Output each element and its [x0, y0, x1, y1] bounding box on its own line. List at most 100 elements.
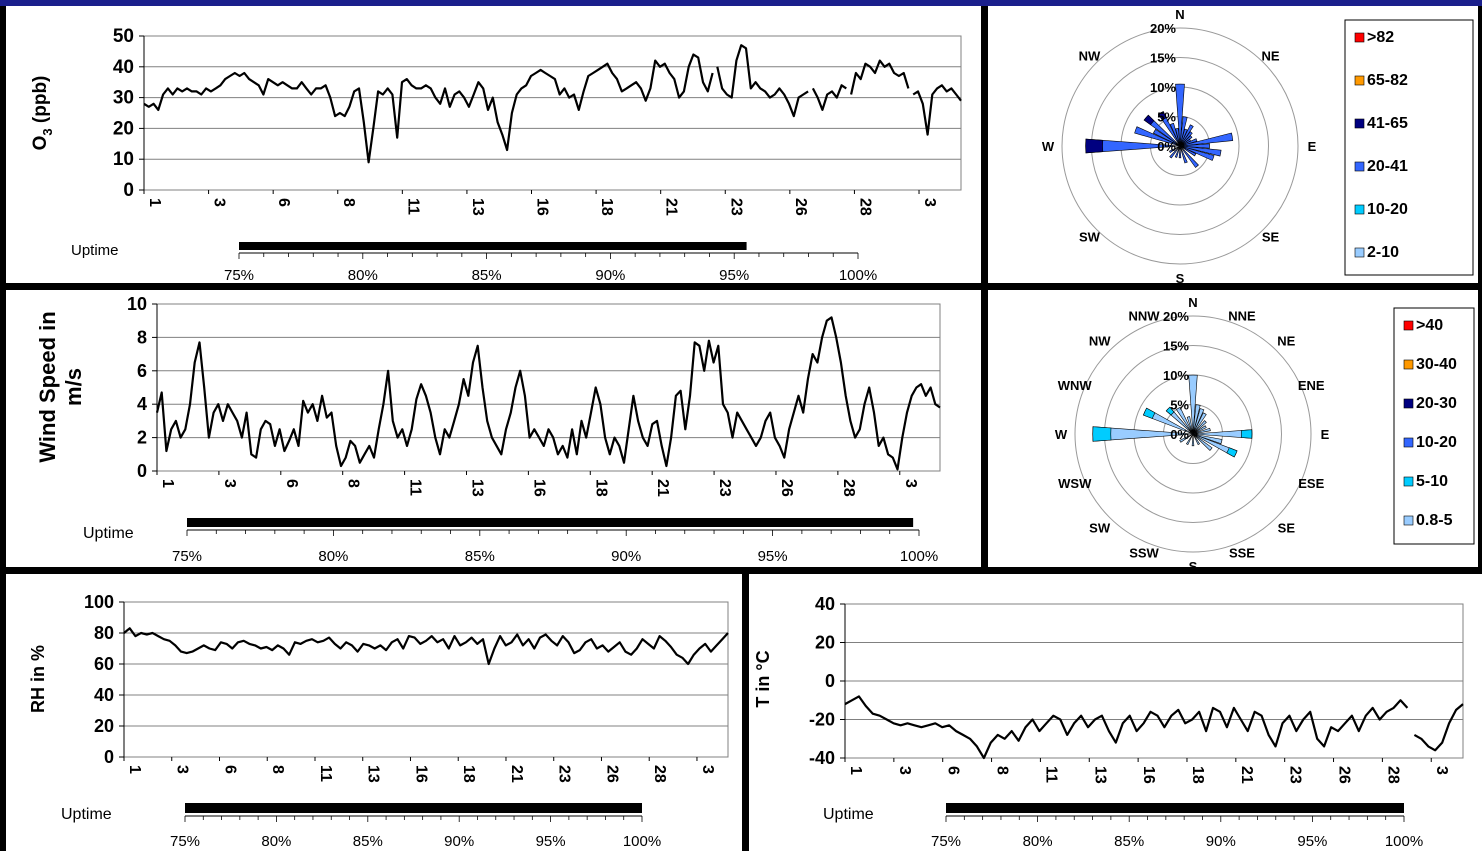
- uptime-tick-label: 100%: [839, 267, 877, 283]
- rose-direction-label: S: [1189, 559, 1198, 567]
- x-tick-label: 26: [1336, 766, 1353, 784]
- y-axis-label: RH in %: [28, 645, 48, 713]
- x-tick-label: 16: [534, 198, 551, 216]
- rose-sector: [1185, 433, 1194, 445]
- x-tick-label: 1: [146, 198, 163, 207]
- rose-sector: [1192, 412, 1207, 435]
- uptime-tick-label: 80%: [1023, 833, 1053, 850]
- rose-sector: [1175, 406, 1194, 435]
- uptime-tick-label: 75%: [224, 267, 254, 283]
- rose-ring-label: 5%: [1170, 398, 1189, 413]
- y-tick-label: -40: [809, 748, 835, 768]
- rose-sector: [1191, 433, 1195, 447]
- y-tick-label: 40: [113, 57, 134, 78]
- legend-label: 65-82: [1367, 72, 1408, 89]
- rose-sector: [1179, 131, 1193, 147]
- series-line: [143, 44, 962, 164]
- x-tick-label: 23: [1287, 766, 1304, 784]
- wind-speed-rose: 0% 5% 10% 15% 20%N NNE NE ENE E ESE SE SSE S SSW SW WSW…: [1055, 295, 1475, 567]
- x-tick-label: 8: [269, 765, 286, 774]
- uptime-tick-label: 100%: [900, 548, 938, 565]
- x-tick-label: 23: [556, 765, 573, 783]
- rose-direction-label: NNE: [1228, 309, 1256, 324]
- rose-direction-label: NE: [1277, 334, 1295, 349]
- uptime-bar: [187, 518, 914, 527]
- rose-sector-tip: [1143, 407, 1156, 419]
- rose-sector: [1192, 433, 1201, 445]
- legend-swatch: [1403, 515, 1414, 526]
- rose-sector: [1179, 145, 1197, 157]
- y-tick-label: 2: [137, 428, 147, 448]
- rose-direction-label: NW: [1089, 334, 1111, 349]
- series-line: [155, 316, 941, 471]
- uptime-label: Uptime: [83, 525, 134, 542]
- x-tick-label: 28: [856, 198, 873, 216]
- x-tick-label: 13: [468, 479, 485, 497]
- y-tick-label: 0: [123, 180, 134, 201]
- rose-direction-label: ENE: [1298, 378, 1325, 393]
- rose-sector: [1169, 122, 1181, 147]
- rose-sector-tip: [1226, 447, 1238, 458]
- y-tick-label: 40: [94, 685, 114, 705]
- x-tick-label: 11: [407, 479, 424, 496]
- x-tick-label: 8: [345, 479, 362, 488]
- rose-sector: [1169, 145, 1181, 154]
- uptime-tick-label: 85%: [465, 548, 495, 565]
- legend-label: 0.8-5: [1416, 512, 1453, 529]
- y-tick-label: 0: [104, 747, 114, 767]
- uptime-bar: [946, 803, 1404, 813]
- rose-sector: [1192, 408, 1205, 435]
- rose-sector-tip: [1092, 426, 1112, 442]
- uptime-tick-label: 90%: [595, 267, 625, 283]
- x-tick-label: 8: [340, 198, 357, 207]
- legend-swatch: [1403, 398, 1414, 409]
- rose-direction-label: SSW: [1129, 545, 1159, 560]
- uptime-tick-label: 80%: [348, 267, 378, 283]
- x-tick-label: 1: [126, 765, 143, 774]
- x-tick-label: 23: [727, 198, 744, 216]
- plot-area: [143, 35, 962, 191]
- legend-swatch: [1403, 437, 1414, 448]
- rose-sector: [1179, 138, 1198, 147]
- rose-sector: [1178, 145, 1182, 159]
- x-tick-label: 3: [221, 479, 238, 488]
- title-bar: [0, 0, 1482, 6]
- rose-sector: [1192, 433, 1213, 451]
- x-tick-label: 3: [902, 479, 919, 488]
- legend-swatch: [1354, 75, 1365, 86]
- y-tick-label: 20: [815, 633, 835, 653]
- uptime-bar: [185, 803, 642, 813]
- y-tick-label: 10: [113, 149, 134, 170]
- x-tick-label: 16: [530, 479, 547, 497]
- rose-sector: [1179, 145, 1199, 168]
- x-tick-label: 21: [654, 479, 671, 497]
- uptime-tick-label: 80%: [318, 548, 348, 565]
- rose-sector: [1179, 145, 1222, 157]
- uptime-label: Uptime: [71, 242, 119, 259]
- x-tick-label: 11: [404, 198, 421, 215]
- y-tick-label: 0: [825, 671, 835, 691]
- uptime-tick-label: 75%: [170, 833, 200, 850]
- x-tick-label: 26: [792, 198, 809, 216]
- rose-sector: [1179, 145, 1215, 161]
- legend-swatch: [1403, 320, 1414, 331]
- legend-label: >82: [1367, 29, 1394, 46]
- rose-sector: [1174, 145, 1181, 158]
- uptime-tick-label: 95%: [536, 833, 566, 850]
- rose-ring-label: 20%: [1163, 309, 1189, 324]
- rose-sector-tip: [1157, 111, 1167, 121]
- legend-swatch: [1403, 359, 1414, 370]
- x-tick-label: 1: [159, 479, 176, 488]
- legend-label: 30-40: [1416, 356, 1457, 373]
- rose-sector: [1179, 145, 1188, 164]
- y-tick-label: 20: [113, 118, 134, 139]
- rose-sector: [1179, 132, 1234, 147]
- y-tick-label: 40: [815, 594, 835, 614]
- x-tick-label: 3: [211, 198, 228, 207]
- uptime-tick-label: 85%: [472, 267, 502, 283]
- y-tick-label: 20: [94, 716, 114, 736]
- x-tick-label: 13: [1091, 766, 1108, 784]
- uptime-tick-label: 80%: [261, 833, 291, 850]
